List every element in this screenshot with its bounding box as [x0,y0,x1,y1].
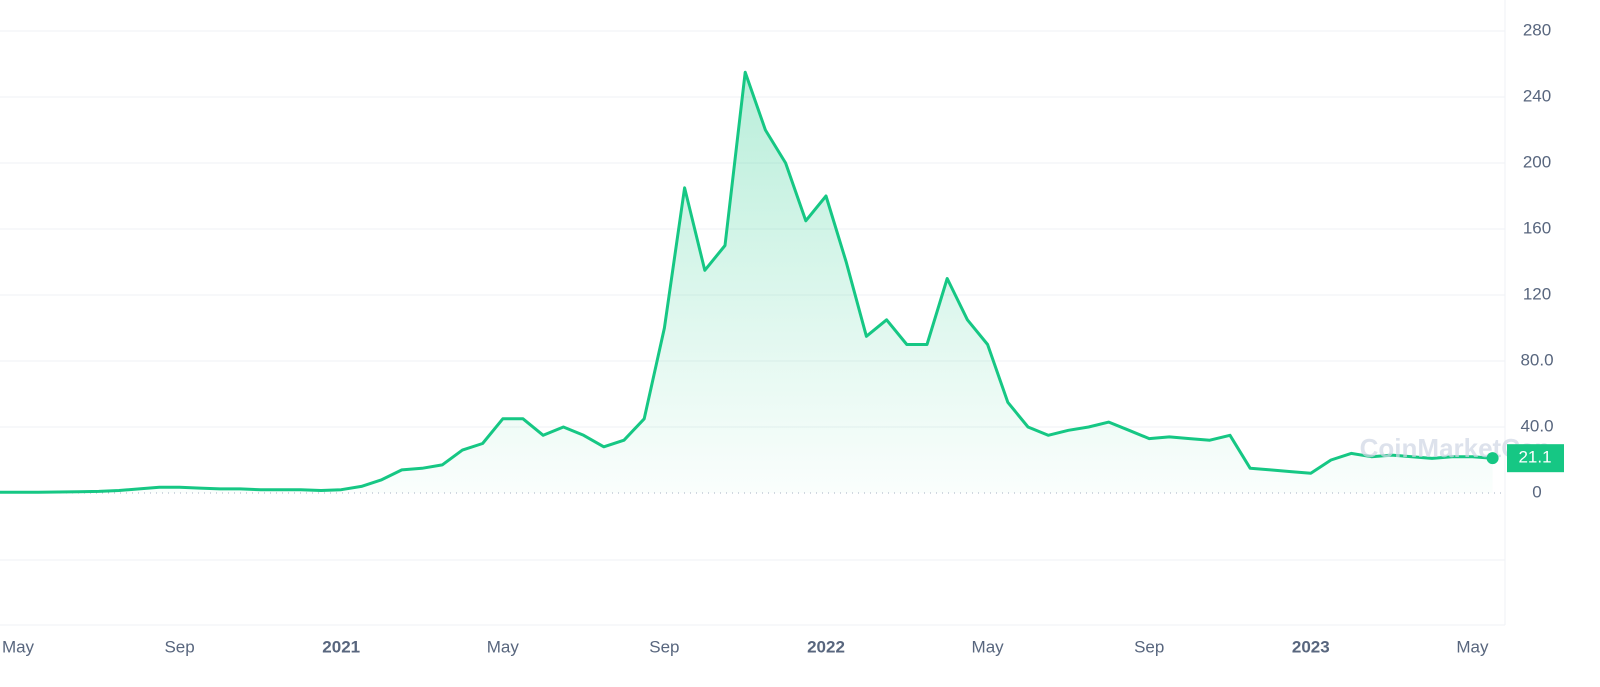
x-tick-label: 2021 [322,637,360,656]
area [0,72,1493,494]
y-tick-label: 160 [1523,218,1551,237]
x-tick-label: May [487,637,520,656]
line [0,70,1493,494]
y-tick-label: 0 [1532,482,1541,501]
y-tick-label: 80.0 [1520,350,1553,369]
x-tick-label: Sep [164,637,194,656]
x-tick-label: May [972,637,1005,656]
y-tick-label: 280 [1523,20,1551,39]
x-tick-label: May [1456,637,1489,656]
y-tick-label: 240 [1523,86,1551,105]
y-tick-label: 200 [1523,152,1551,171]
x-tick-label: Sep [649,637,679,656]
x-tick-label: 2023 [1292,637,1330,656]
price-badge [1507,444,1564,473]
y-tick-label: 40.0 [1520,416,1553,435]
y-tick-label: 120 [1523,284,1551,303]
x-tick-label: 2022 [807,637,845,656]
price-label: 21.1 [1518,448,1551,467]
x-tick-label: May [2,637,35,656]
last-point [1486,452,1499,465]
x-tick-label: Sep [1134,637,1164,656]
